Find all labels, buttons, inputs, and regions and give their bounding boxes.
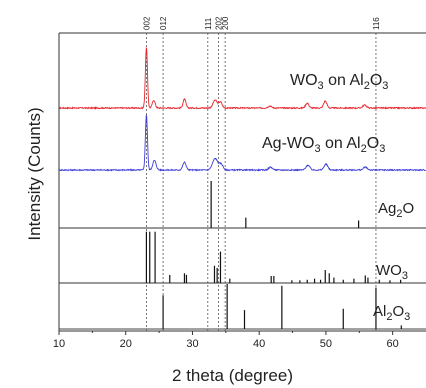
- series-label: Ag-WO3 on Al2O3: [262, 135, 385, 155]
- series-line: [58, 46, 426, 110]
- x-tick-label: 50: [320, 338, 332, 350]
- reference-label: WO3: [376, 262, 408, 282]
- hkl-label: 200: [221, 16, 230, 30]
- reference-patterns: Ag2O WO3 Al2O3: [145, 181, 414, 329]
- x-tick-label: 20: [120, 338, 132, 350]
- x-tick-label: 40: [253, 338, 265, 350]
- hkl-label: 111: [204, 17, 213, 30]
- x-axis-ticks: 10 20 30 40 50 60: [53, 331, 399, 350]
- series-layer: WO3 on Al2O3 Ag-WO3 on Al2O3: [58, 46, 426, 172]
- hkl-label: 012: [159, 16, 168, 30]
- x-tick-label: 60: [387, 338, 399, 350]
- series-line: [58, 114, 426, 172]
- hkl-label: 116: [372, 17, 381, 30]
- x-tick-label: 30: [186, 338, 198, 350]
- x-tick-label: 10: [53, 338, 65, 350]
- reference-label: Ag2O: [378, 200, 414, 220]
- reference-label: Al2O3: [373, 303, 410, 323]
- x-axis-title: 2 theta (degree): [172, 366, 293, 385]
- hkl-label: 002: [142, 16, 151, 30]
- plot-frame: [58, 32, 426, 332]
- hkl-label: 202: [214, 16, 223, 30]
- series-label: WO3 on Al2O3: [290, 72, 388, 92]
- y-axis-title: Intensity (Counts): [25, 107, 44, 240]
- hkl-marker-lines: [146, 33, 377, 331]
